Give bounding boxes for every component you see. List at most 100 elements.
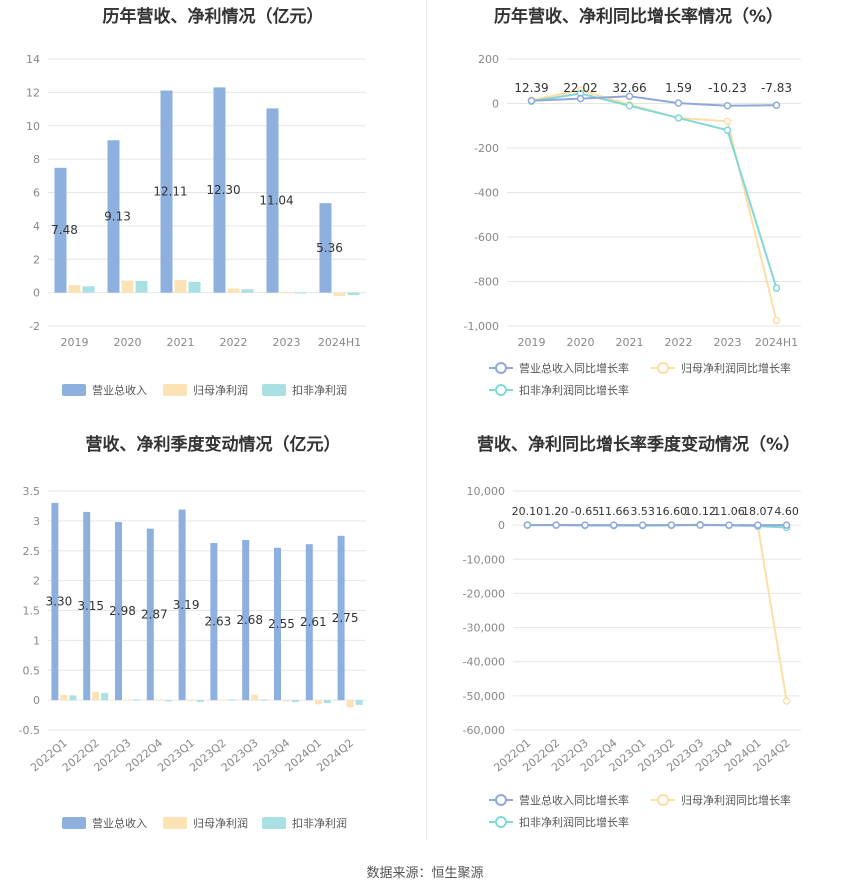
- data-label: 5.36: [316, 241, 343, 255]
- data-label: 3.30: [46, 595, 73, 609]
- y-tick-label: 1: [33, 634, 40, 647]
- series-line: [531, 89, 778, 321]
- y-tick-label: 0: [498, 519, 505, 532]
- x-tick-label: 2019: [518, 336, 546, 349]
- y-tick-label: 0: [33, 694, 40, 707]
- bar-deducted-profit: [188, 281, 201, 293]
- bar-revenue: [115, 522, 122, 701]
- y-tick-label: -0.5: [19, 724, 40, 737]
- data-label: 2.75: [332, 611, 359, 625]
- data-label: -10.23: [708, 81, 747, 95]
- bar-net-profit: [92, 691, 100, 701]
- y-tick-label: -30,000: [463, 622, 505, 635]
- data-source-note: 数据来源：恒生聚源: [366, 866, 484, 881]
- y-tick-label: 3.5: [23, 485, 41, 498]
- y-tick-label: -50,000: [463, 690, 505, 703]
- series-point: [625, 92, 634, 100]
- series-point: [625, 101, 634, 110]
- series-line: [527, 523, 788, 702]
- series-point: [523, 521, 532, 529]
- series-point: [772, 284, 781, 292]
- bar-deducted-profit: [292, 700, 299, 702]
- data-label: 12.30: [206, 183, 240, 197]
- series-point: [723, 126, 732, 134]
- legend-swatch: [62, 817, 86, 829]
- legend-label: 扣非净利润同比增长率: [519, 815, 629, 829]
- bar-net-profit: [121, 280, 134, 293]
- bar-deducted-profit: [347, 292, 360, 296]
- y-tick-label: -10,000: [463, 553, 505, 566]
- bar-net-profit: [251, 694, 259, 701]
- legend-label: 归母净利润: [193, 816, 248, 830]
- data-label: 16.60: [656, 505, 688, 518]
- series-point: [527, 96, 536, 105]
- data-label: 2.98: [109, 604, 136, 618]
- y-tick-label: -200: [474, 142, 499, 155]
- y-tick-label: -60,000: [463, 724, 505, 737]
- y-tick-label: 4: [33, 220, 40, 233]
- bar-deducted-profit: [241, 289, 254, 293]
- bar-deducted-profit: [228, 699, 236, 701]
- x-tick-label: 2024H1: [318, 336, 361, 349]
- panel-divider: [426, 0, 427, 840]
- bar-deducted-profit: [135, 280, 148, 293]
- data-label: 1.20: [544, 505, 569, 518]
- data-label: 2.61: [300, 615, 327, 629]
- bar-revenue: [160, 90, 173, 293]
- bar-net-profit: [187, 700, 195, 702]
- bar-net-profit: [283, 700, 290, 702]
- bar-net-profit: [346, 700, 354, 708]
- legend-swatch: [62, 384, 86, 396]
- bar-deducted-profit: [82, 286, 95, 293]
- series-point: [723, 117, 732, 126]
- series-point: [638, 521, 647, 529]
- series-point: [782, 521, 791, 529]
- x-tick-label: 2022: [665, 336, 693, 349]
- bar-deducted-profit: [196, 700, 204, 702]
- series-point: [723, 102, 732, 110]
- bar-net-profit: [333, 292, 346, 296]
- legend-marker: [657, 362, 669, 374]
- series-point: [696, 521, 704, 529]
- x-tick-label: 2024H1: [755, 336, 798, 349]
- y-tick-label: 2.5: [23, 545, 41, 558]
- y-tick-label: -800: [474, 276, 499, 289]
- legend-label: 扣非净利润: [292, 383, 347, 397]
- bar-revenue: [210, 542, 218, 701]
- legend-label: 扣非净利润: [292, 816, 347, 830]
- y-tick-label: 3: [33, 515, 40, 528]
- data-label: 3.19: [173, 598, 200, 612]
- quarterly-growth-chart: 10,000 0 -10,000 -20,000 -30,000 -40,000 -50,0…: [463, 485, 801, 829]
- bar-net-profit: [68, 285, 81, 293]
- x-tick-label: 2020: [114, 336, 142, 349]
- bar-revenue: [266, 108, 279, 293]
- quarterly-growth-panel: 营收、净利同比增长率季度变动情况（%） 10,000 0 -10,000 -20,00…: [427, 428, 850, 848]
- series-point: [754, 521, 762, 529]
- bar-deducted-profit: [323, 700, 331, 704]
- bar-net-profit: [155, 699, 163, 701]
- bar-revenue: [146, 528, 154, 701]
- bar-deducted-profit: [355, 700, 363, 705]
- legend-marker: [657, 794, 669, 806]
- data-label: 12.11: [153, 185, 187, 199]
- legend-label: 营业总收入: [92, 816, 147, 830]
- bar-deducted-profit: [101, 692, 109, 701]
- y-tick-label: 0.5: [23, 664, 41, 677]
- bar-revenue: [54, 167, 67, 293]
- chart-title: 历年营收、净利情况（亿元）: [102, 7, 324, 27]
- annual-amounts-panel: 历年营收、净利情况（亿元） 14 12 10 8 6 4 2 0 -2 7.48 2019 9.13 2…: [0, 0, 426, 410]
- annual-growth-panel: 历年营收、净利同比增长率情况（%） 200 0 -200 -400 -600 -800 -1…: [427, 0, 850, 410]
- data-label: 2.63: [205, 615, 232, 629]
- x-tick-label: 2020: [567, 336, 595, 349]
- series-point: [667, 521, 676, 529]
- legend-swatch: [163, 384, 187, 396]
- y-tick-label: -600: [474, 231, 499, 244]
- bar-net-profit: [124, 699, 131, 701]
- bar-revenue: [319, 203, 332, 293]
- y-tick-label: 0: [492, 98, 499, 111]
- legend-label: 扣非净利润同比增长率: [519, 383, 629, 397]
- bar-net-profit: [280, 292, 293, 294]
- y-tick-label: -1,000: [464, 320, 499, 333]
- legend-marker: [495, 384, 507, 396]
- series-line: [531, 95, 777, 107]
